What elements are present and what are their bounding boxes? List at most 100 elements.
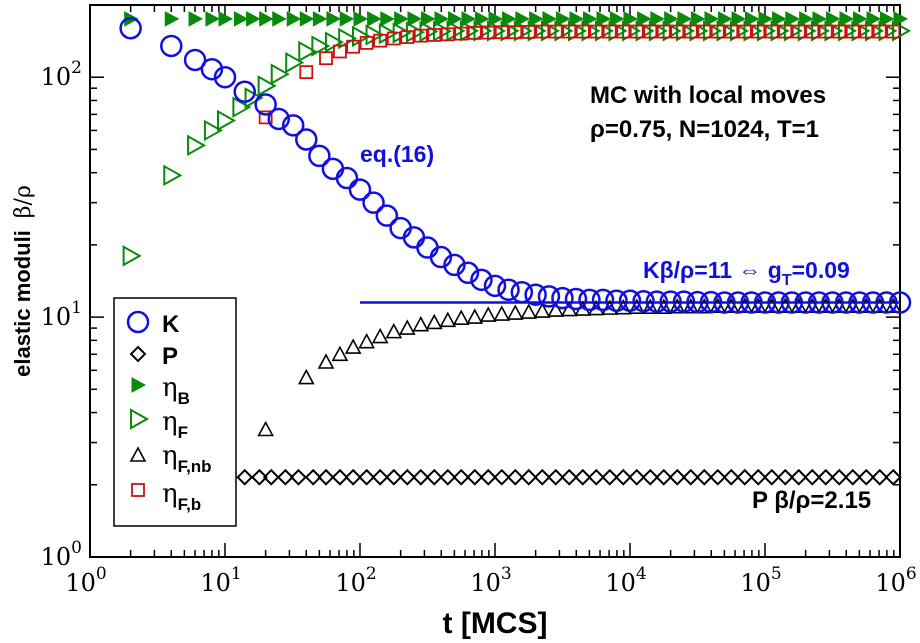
point-K [605,289,628,313]
legend-label-eta-fnb: ηF,nb [162,441,212,476]
title-line-2: ρ=0.75, N=1024, T=1 [590,116,819,143]
point-P [251,468,268,486]
series-etaFb [258,24,901,125]
y-tick-label: 102 [41,58,82,91]
point-K [875,291,898,314]
point-etaB [866,11,882,27]
point-etaFnb [412,315,430,332]
point-etaFb [575,24,590,39]
point-etaF [285,51,305,74]
point-K [767,291,790,314]
point-K [686,290,709,314]
point-K [416,236,439,259]
point-etaB [326,11,341,27]
point-K [645,290,669,313]
point-K [564,287,588,311]
point-etaFb [440,27,455,42]
x-tick-label: 102 [335,564,376,597]
legend-markers [126,310,150,497]
point-etaFb [886,24,901,39]
point-etaFb [427,28,442,42]
point-etaFb [616,24,631,39]
point-etaB [664,11,679,27]
point-P [736,468,754,486]
point-K [281,114,305,137]
point-etaB [164,11,180,27]
point-etaF [270,63,290,85]
point-etaB [259,11,274,27]
point-etaFnb [344,338,362,354]
point-P [641,468,659,486]
eq-label: eq.(16) [360,141,434,167]
point-etaB [772,11,787,27]
series-layer [119,11,912,486]
point-etaFb [872,24,887,39]
point-etaFnb [655,298,673,314]
point-K [726,291,750,314]
point-etaFb [778,24,793,39]
point-etaFnb [628,298,646,314]
point-etaFnb [371,327,389,344]
point-P [830,468,848,486]
point-etaB [380,11,395,27]
point-etaB [731,11,747,27]
point-etaB [799,11,814,27]
point-etaB [839,11,855,27]
point-etaB [825,11,841,27]
point-P [358,468,376,486]
point-P [844,468,862,486]
point-etaB [502,11,517,27]
point-K [429,245,453,269]
point-etaFb [859,24,874,39]
point-etaB [420,11,436,27]
legend-label-eta-b: ηB [162,373,190,408]
legend-marker-etaFnb [129,446,147,462]
legend-marker-etaF [130,408,150,430]
point-etaFnb [533,302,551,318]
point-K [848,291,871,314]
point-etaFb [346,39,361,54]
legend-marker-etaB [131,377,147,393]
point-etaB [312,11,328,27]
point-K [524,283,547,306]
point-etaB [555,11,571,27]
point-etaB [744,11,760,27]
point-etaF [257,75,277,97]
point-P [776,468,794,486]
axis-ticks [89,4,900,558]
point-P [614,468,632,486]
legend-marker-K [126,310,150,334]
point-K [308,144,331,168]
point-P [547,468,565,486]
point-etaFb [656,24,671,39]
point-K [618,289,642,313]
point-P [425,468,443,486]
point-etaFnb [601,299,619,315]
x-tick-label: 100 [65,564,106,597]
point-etaB [582,11,598,27]
point-P [276,468,294,486]
point-etaB [515,11,530,27]
point-K [632,289,655,313]
point-K [470,268,493,292]
point-K [362,191,385,214]
point-P [533,468,551,486]
point-P [385,468,403,486]
series-etaFnb [257,297,902,437]
legend-label-k: K [162,311,180,338]
point-etaFb [710,24,725,39]
point-etaB [596,11,612,27]
point-etaFb [683,24,698,39]
point-K [254,93,277,116]
legend-marker-etaFb [131,483,145,497]
point-etaFb [791,24,806,39]
point-etaFnb [520,303,538,319]
point-etaFnb [425,313,443,330]
point-K [821,291,844,314]
point-etaB [677,11,693,27]
point-etaFb [373,33,388,48]
point-K [443,253,466,277]
point-K [497,278,520,302]
point-P [290,468,307,486]
point-etaB [447,11,463,27]
